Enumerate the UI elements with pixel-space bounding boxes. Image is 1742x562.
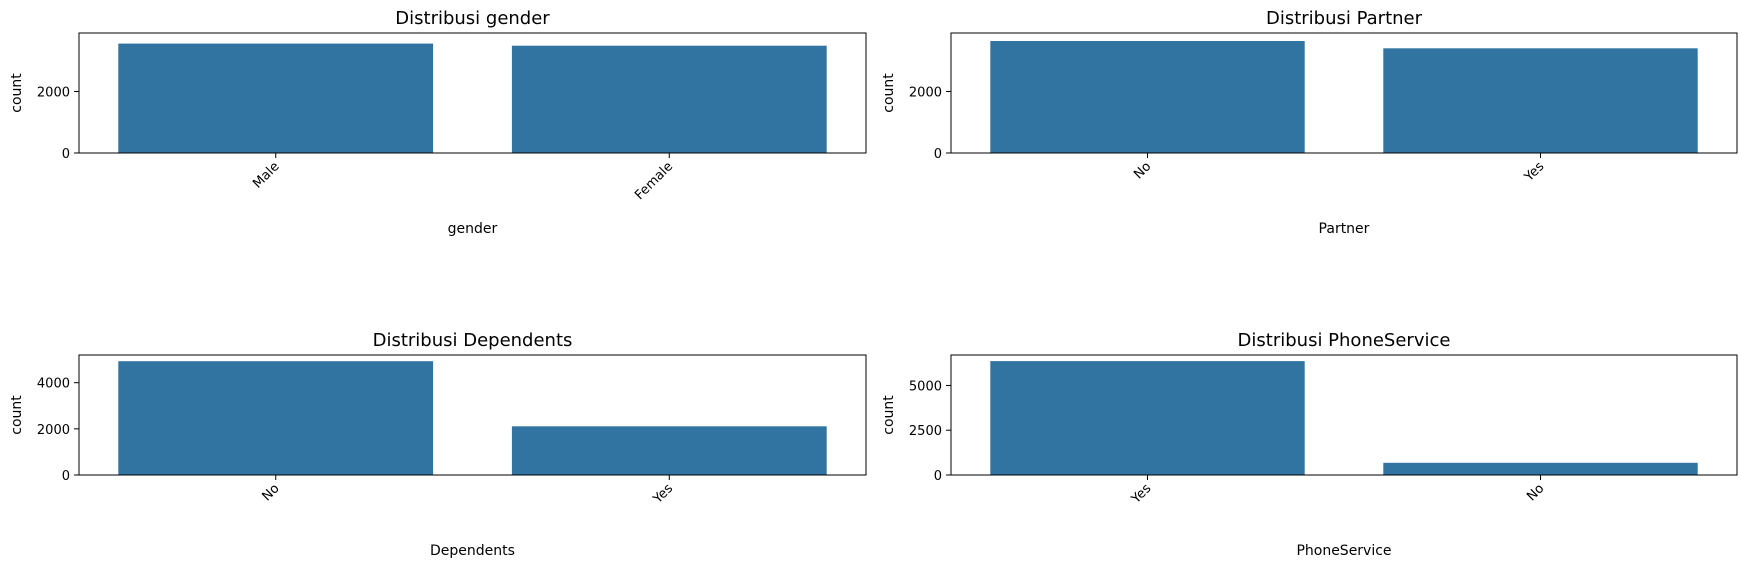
chart-panel-4: 0 2500 5000 Yes No Distribusi PhoneService Pho… — [881, 330, 1738, 559]
y-tick-label: 4000 — [37, 377, 70, 392]
bar-yes — [511, 426, 827, 475]
axes-frame — [78, 32, 867, 154]
axes-frame — [950, 32, 1738, 154]
y-axis-label: count — [881, 395, 897, 435]
chart-panel-3: 0 2000 4000 No Yes Distribusi Dependents Depen… — [9, 330, 867, 559]
y-tick-label: 2000 — [909, 85, 942, 100]
y-tick-label: 5000 — [909, 379, 942, 394]
x-tick-label: No — [259, 481, 282, 504]
y-tick-label: 2000 — [37, 423, 70, 438]
bar-no — [118, 361, 434, 475]
bar-female — [511, 45, 827, 154]
x-tick-label: No — [1131, 159, 1154, 182]
bar-no — [990, 41, 1305, 153]
y-tick-label: 2000 — [37, 85, 70, 100]
bar-yes — [1383, 48, 1698, 153]
y-axis-label: count — [881, 73, 897, 113]
chart-title: Distribusi gender — [395, 8, 550, 29]
bar-yes — [990, 361, 1305, 475]
y-tick-label: 0 — [934, 469, 942, 484]
x-tick-label: Female — [632, 159, 676, 203]
x-tick-label: Yes — [650, 481, 676, 507]
x-tick-label: Yes — [1521, 159, 1547, 185]
y-tick-label: 0 — [62, 147, 70, 162]
chart-title: Distribusi PhoneService — [1238, 330, 1451, 351]
x-axis-label: Partner — [1319, 221, 1370, 237]
x-axis-label: PhoneService — [1296, 543, 1391, 559]
chart-title: Distribusi Dependents — [373, 330, 573, 351]
y-tick-label: 0 — [62, 469, 70, 484]
chart-panel-2: 0 2000 No Yes Distribusi Partner Partner count — [881, 8, 1738, 237]
x-axis-label: Dependents — [430, 543, 515, 559]
bar-male — [118, 43, 434, 153]
chart-title: Distribusi Partner — [1266, 8, 1423, 29]
y-tick-label: 2500 — [909, 424, 942, 439]
y-axis-label: count — [9, 395, 25, 435]
axes-frame — [78, 354, 867, 476]
x-tick-label: No — [1524, 481, 1547, 504]
x-axis-label: gender — [448, 221, 498, 237]
x-tick-label: Male — [250, 159, 282, 191]
bar-no — [1383, 462, 1698, 475]
y-axis-label: count — [9, 73, 25, 113]
chart-panel-1: 0 2000 Male Female Distribusi gender gender co… — [9, 8, 867, 237]
y-tick-label: 0 — [934, 147, 942, 162]
x-tick-label: Yes — [1128, 481, 1154, 507]
axes-frame — [950, 354, 1738, 476]
